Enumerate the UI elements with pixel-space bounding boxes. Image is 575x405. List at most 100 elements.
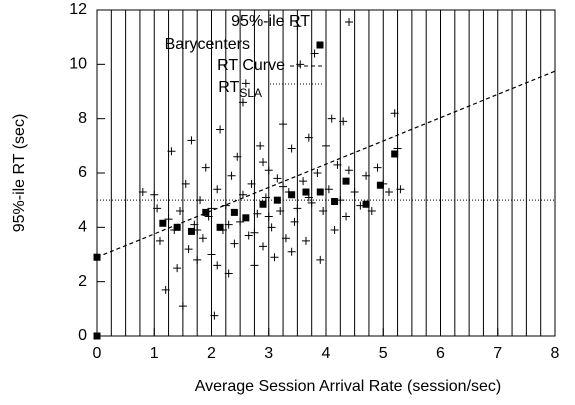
legend-label: RT Curve — [217, 57, 285, 74]
data-point — [241, 79, 250, 88]
data-point — [227, 171, 236, 180]
x-tick-label: 7 — [493, 345, 502, 362]
barycenter — [216, 223, 224, 231]
data-point — [287, 144, 296, 153]
data-point — [270, 253, 279, 262]
data-point — [264, 212, 273, 221]
data-point — [247, 179, 256, 188]
data-point — [259, 242, 268, 251]
x-tick-label: 3 — [264, 345, 273, 362]
data-point — [267, 223, 276, 232]
legend-label: Barycenters — [165, 36, 250, 53]
data-point — [155, 236, 164, 245]
barycenter — [376, 181, 384, 189]
data-point — [290, 217, 299, 226]
legend-name: RT Curve — [217, 57, 285, 74]
data-point — [362, 171, 371, 180]
data-point — [333, 160, 342, 169]
barycenter — [288, 191, 296, 199]
data-point — [319, 207, 328, 216]
barycenter — [93, 332, 101, 340]
data-point — [153, 204, 162, 213]
data-point — [259, 158, 268, 167]
data-point — [313, 169, 322, 177]
data-point — [322, 141, 330, 150]
data-point — [250, 228, 259, 237]
data-point — [201, 163, 210, 172]
barycenter — [342, 177, 350, 185]
legend-name: 95%-ile RT — [231, 13, 310, 30]
data-point — [279, 182, 288, 191]
barycenter — [259, 200, 267, 208]
data-point — [167, 147, 176, 156]
data-point — [184, 245, 193, 254]
data-point — [373, 163, 382, 172]
y-tick-label: 2 — [78, 273, 87, 290]
data-point — [256, 141, 265, 150]
data-point — [293, 22, 302, 31]
rt-curve — [96, 70, 556, 258]
data-point — [279, 120, 288, 129]
y-tick-label: 8 — [78, 110, 87, 127]
x-tick-label: 0 — [93, 345, 102, 362]
legend-label: RTSLA — [218, 79, 262, 100]
data-point — [233, 152, 242, 161]
x-axis-label: Average Session Arrival Rate (session/se… — [195, 378, 502, 395]
data-point — [276, 207, 285, 216]
data-point — [193, 255, 202, 264]
data-point — [299, 177, 308, 186]
data-point — [293, 204, 302, 213]
data-point — [384, 188, 393, 197]
barycenter — [159, 219, 167, 227]
data-point — [178, 302, 187, 311]
data-point — [324, 185, 333, 194]
data-point — [198, 234, 207, 243]
data-point — [316, 255, 325, 264]
data-point — [327, 114, 336, 123]
data-point — [213, 261, 222, 270]
y-tick-label: 4 — [78, 219, 87, 236]
data-point — [339, 117, 348, 126]
barycenter — [391, 150, 399, 158]
barycenter — [242, 214, 250, 222]
data-point — [344, 166, 353, 175]
barycenter — [362, 200, 370, 208]
data-point — [181, 179, 190, 188]
data-point — [224, 220, 233, 229]
barycenter — [173, 223, 181, 231]
y-axis-label: 95%-ile RT (sec) — [11, 114, 28, 233]
data-point — [164, 215, 173, 224]
data-point — [236, 217, 245, 226]
data-point — [264, 166, 273, 175]
legend-key — [316, 41, 324, 49]
data-point — [310, 49, 319, 58]
data-point — [207, 250, 216, 259]
data-point — [330, 226, 339, 235]
y-tick-label: 6 — [78, 164, 87, 181]
x-tick-label: 1 — [150, 345, 159, 362]
legend-subscript: SLA — [239, 86, 262, 100]
data-point — [244, 231, 253, 240]
data-point — [342, 212, 351, 221]
x-tick-label: 2 — [207, 345, 216, 362]
data-point — [173, 264, 182, 273]
data-point — [210, 311, 219, 320]
barycenter — [331, 198, 339, 206]
data-point — [390, 109, 399, 118]
data-point — [238, 98, 247, 107]
x-tick-label: 8 — [551, 345, 560, 362]
x-tick-label: 6 — [436, 345, 445, 362]
data-point — [138, 188, 147, 197]
x-tick-label: 5 — [379, 345, 388, 362]
data-point — [250, 261, 259, 270]
barycenter — [202, 208, 210, 216]
data-point — [301, 236, 310, 245]
data-point — [230, 239, 239, 248]
x-tick-label: 4 — [322, 345, 331, 362]
data-point — [216, 125, 225, 134]
legend-name: Barycenters — [165, 36, 250, 53]
data-point — [187, 136, 196, 145]
data-point — [304, 133, 313, 142]
